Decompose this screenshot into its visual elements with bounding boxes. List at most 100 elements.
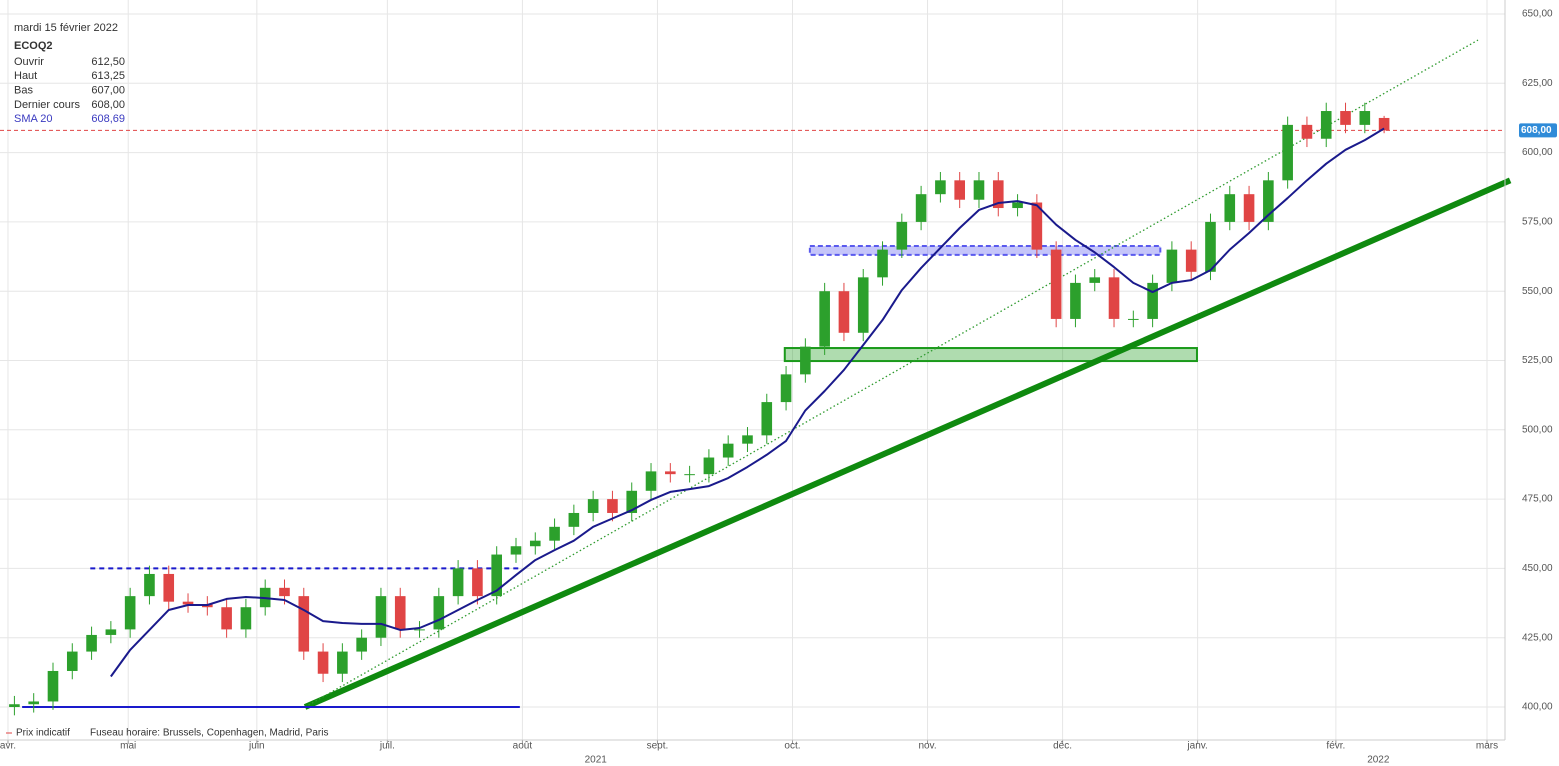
candle-body: [1031, 202, 1043, 250]
y-tick-label: 525,00: [1522, 355, 1553, 366]
candle-body: [1070, 282, 1081, 319]
candle-body: [1243, 194, 1255, 222]
candle-body: [337, 651, 348, 674]
info-label: Bas: [14, 85, 33, 97]
candle-body: [1263, 180, 1274, 222]
candle-body: [857, 277, 869, 333]
x-tick-label: nov.: [918, 741, 936, 752]
candle-body: [915, 194, 927, 222]
year-label: 2021: [585, 755, 608, 766]
candle-body: [529, 540, 541, 547]
x-tick-label: août: [513, 741, 533, 752]
candle-body: [742, 435, 753, 444]
sma-line: [110, 127, 1385, 678]
candle-body: [1205, 221, 1216, 272]
candle-body: [645, 471, 657, 491]
candle-body: [28, 701, 40, 705]
trend-line: [303, 177, 1512, 710]
y-tick-label: 625,00: [1522, 78, 1553, 89]
info-label: Dernier cours: [14, 99, 81, 111]
candle-body: [607, 499, 618, 513]
last-price-box: [1519, 123, 1557, 138]
symbol: ECOQ2: [14, 40, 53, 52]
candle-body: [86, 634, 97, 652]
candle-body: [800, 346, 811, 375]
x-tick-label: déc.: [1053, 741, 1072, 752]
candle-body: [163, 573, 175, 602]
candle-body: [221, 607, 232, 630]
candle-body: [66, 651, 78, 671]
candle-body: [838, 291, 850, 333]
x-tick-label: juin: [248, 741, 265, 752]
y-tick-label: 600,00: [1522, 147, 1553, 158]
candle-body: [394, 596, 406, 630]
date: mardi 15 février 2022: [14, 22, 118, 34]
candle-body: [1050, 249, 1062, 319]
candle-body: [1224, 194, 1236, 222]
candle-body: [1128, 318, 1139, 320]
candle-body: [240, 607, 252, 630]
candle-body: [375, 596, 387, 638]
candle-body: [626, 490, 638, 513]
sma-label: SMA 20: [14, 113, 53, 125]
candle-body: [722, 443, 734, 458]
candle-body: [510, 546, 522, 555]
x-tick-label: oct.: [784, 741, 800, 752]
candle-body: [279, 587, 290, 597]
info-value: 612,50: [91, 56, 125, 68]
y-tick-label: 575,00: [1522, 217, 1553, 228]
y-tick-label: 475,00: [1522, 494, 1553, 505]
y-tick-label: 425,00: [1522, 632, 1553, 643]
candle-body: [587, 499, 599, 513]
candle-body: [877, 249, 888, 278]
footer-note: Prix indicatif: [16, 728, 70, 739]
info-label: Haut: [14, 70, 37, 82]
y-tick-label: 650,00: [1522, 9, 1553, 20]
candle-body: [1282, 124, 1293, 181]
sma-value: 608,69: [91, 113, 125, 125]
y-tick-label: 500,00: [1522, 424, 1553, 435]
candle-body: [1147, 282, 1158, 319]
candle-body: [47, 670, 59, 702]
x-tick-label: mai: [120, 741, 136, 752]
candle-body: [1108, 277, 1120, 319]
candle-body: [1320, 111, 1332, 139]
candle-body: [780, 374, 792, 403]
info-value: 608,00: [91, 99, 125, 111]
zone: [808, 245, 1162, 256]
x-tick-label: févr.: [1326, 741, 1345, 752]
y-tick-label: 550,00: [1522, 286, 1553, 297]
candle-body: [1359, 111, 1371, 125]
candle-body: [684, 474, 695, 476]
last-price-label: 608,00: [1521, 125, 1552, 136]
candle-body: [433, 596, 445, 630]
candle-body: [568, 512, 580, 527]
x-tick-label: juil.: [379, 741, 395, 752]
candle-body: [452, 568, 464, 597]
candle-body: [472, 568, 483, 597]
candle-body: [1166, 249, 1178, 283]
plot: [0, 39, 1512, 716]
candle-body: [1340, 111, 1351, 125]
candle-body: [973, 180, 985, 200]
x-tick-label: avr.: [0, 741, 16, 752]
candle-body: [144, 573, 155, 597]
candle-body: [1378, 117, 1390, 131]
y-tick-label: 450,00: [1522, 563, 1553, 574]
x-tick-label: sept.: [647, 741, 669, 752]
candle-body: [491, 554, 502, 597]
year-label: 2022: [1367, 755, 1390, 766]
info-value: 613,25: [91, 70, 125, 82]
info-value: 607,00: [91, 85, 125, 97]
zone: [783, 347, 1198, 363]
candle-body: [1012, 202, 1023, 209]
candle-body: [298, 596, 310, 652]
candle-body: [1301, 124, 1313, 139]
candle-body: [549, 526, 560, 541]
x-tick-label: janv.: [1186, 741, 1207, 752]
candle-body: [703, 457, 715, 475]
